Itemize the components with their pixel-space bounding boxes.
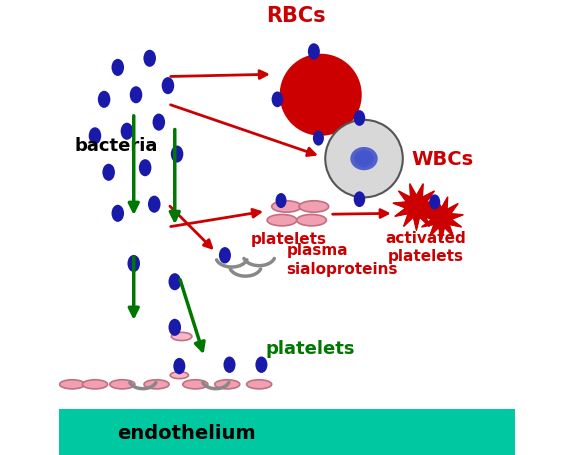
Ellipse shape (308, 44, 320, 61)
Ellipse shape (299, 201, 329, 213)
Ellipse shape (357, 153, 371, 165)
Circle shape (280, 55, 362, 136)
Ellipse shape (297, 215, 327, 227)
Ellipse shape (354, 192, 365, 207)
Ellipse shape (83, 380, 108, 389)
Ellipse shape (127, 255, 140, 273)
Ellipse shape (121, 123, 133, 141)
Circle shape (325, 121, 403, 198)
Text: platelets: platelets (251, 232, 327, 246)
Ellipse shape (148, 196, 160, 213)
Ellipse shape (168, 319, 181, 336)
Ellipse shape (171, 333, 192, 341)
Text: WBCs: WBCs (412, 150, 474, 169)
Ellipse shape (98, 91, 111, 109)
Ellipse shape (219, 248, 231, 264)
Ellipse shape (171, 146, 183, 163)
Text: activated
platelets: activated platelets (385, 230, 466, 264)
Ellipse shape (143, 51, 156, 68)
Ellipse shape (354, 151, 374, 168)
Text: platelets: platelets (266, 339, 355, 357)
Ellipse shape (215, 380, 240, 389)
Polygon shape (420, 197, 463, 240)
Ellipse shape (267, 215, 297, 227)
Bar (58, 410, 515, 455)
Ellipse shape (103, 164, 115, 182)
Ellipse shape (173, 358, 185, 374)
Ellipse shape (354, 111, 365, 126)
Text: endothelium: endothelium (117, 423, 256, 442)
Ellipse shape (272, 92, 283, 108)
Ellipse shape (139, 160, 151, 177)
Ellipse shape (276, 194, 286, 208)
Ellipse shape (112, 60, 124, 77)
Ellipse shape (110, 380, 135, 389)
Ellipse shape (152, 114, 165, 131)
Ellipse shape (313, 131, 324, 147)
Ellipse shape (144, 380, 169, 389)
Ellipse shape (60, 380, 85, 389)
Ellipse shape (170, 372, 189, 379)
Ellipse shape (89, 128, 101, 145)
Ellipse shape (112, 205, 124, 222)
Text: bacteria: bacteria (74, 136, 158, 155)
Ellipse shape (350, 148, 378, 171)
Text: RBCs: RBCs (266, 6, 325, 26)
Ellipse shape (129, 87, 142, 104)
Ellipse shape (223, 357, 236, 373)
Ellipse shape (246, 380, 272, 389)
Ellipse shape (168, 273, 181, 291)
Ellipse shape (256, 357, 268, 373)
Ellipse shape (183, 380, 208, 389)
Ellipse shape (429, 195, 440, 210)
Text: plasma
sialoproteins: plasma sialoproteins (286, 243, 398, 276)
Ellipse shape (162, 78, 174, 95)
Polygon shape (393, 184, 440, 231)
Ellipse shape (272, 201, 301, 213)
